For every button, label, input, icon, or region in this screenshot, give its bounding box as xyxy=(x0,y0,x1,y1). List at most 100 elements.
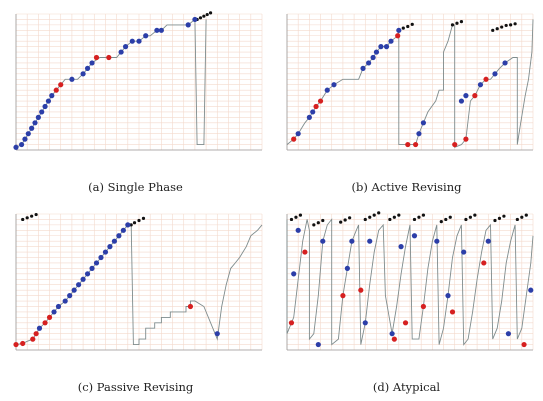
marker-blue xyxy=(502,60,508,66)
marker-blue xyxy=(360,65,366,71)
marker-blue xyxy=(111,238,117,244)
marker-blue xyxy=(306,114,312,120)
marker-black xyxy=(406,24,410,29)
marker-red xyxy=(106,54,112,61)
marker-black xyxy=(137,218,141,223)
marker-black xyxy=(348,216,352,220)
marker-red xyxy=(302,249,308,255)
marker-black xyxy=(343,218,347,222)
marker-red xyxy=(449,309,456,315)
marker-blue xyxy=(89,60,95,66)
marker-blue xyxy=(214,331,220,337)
marker-blue xyxy=(528,287,534,293)
marker-blue xyxy=(477,82,484,88)
marker-blue xyxy=(492,71,498,77)
panel-atypical: (d) Atypical xyxy=(271,200,542,400)
marker-red xyxy=(358,287,364,293)
marker-black xyxy=(421,213,426,217)
marker-blue xyxy=(310,109,316,115)
marker-blue xyxy=(32,120,38,126)
chart-active-revising xyxy=(286,13,534,151)
marker-black xyxy=(363,217,367,222)
marker-black xyxy=(129,223,133,227)
marker-blue xyxy=(291,271,297,277)
marker-black xyxy=(141,216,146,220)
series-line xyxy=(286,19,534,148)
marker-blue xyxy=(136,38,142,44)
marker-black xyxy=(339,220,343,224)
marker-black xyxy=(298,213,303,217)
marker-red xyxy=(288,320,295,326)
marker-black xyxy=(377,211,381,215)
marker-blue xyxy=(18,141,25,148)
marker-red xyxy=(391,336,397,342)
marker-blue xyxy=(125,222,131,228)
chart-single-phase xyxy=(13,11,263,151)
marker-black xyxy=(468,215,472,219)
marker-black xyxy=(34,212,38,217)
marker-blue xyxy=(458,98,465,104)
marker-red xyxy=(405,141,411,148)
marker-blue xyxy=(362,320,368,326)
marker-black xyxy=(520,215,524,219)
marker-blue xyxy=(154,27,160,33)
marker-blue xyxy=(45,98,52,104)
marker-black xyxy=(25,216,29,220)
marker-red xyxy=(291,136,297,142)
marker-red xyxy=(483,76,489,82)
marker-blue xyxy=(122,44,129,50)
marker-black xyxy=(513,22,517,26)
marker-red xyxy=(395,33,401,39)
marker-blue xyxy=(324,87,330,93)
marker-blue xyxy=(55,303,62,310)
marker-black xyxy=(448,215,452,219)
marker-blue xyxy=(192,16,198,23)
marker-black xyxy=(21,217,25,222)
marker-black xyxy=(372,213,376,217)
marker-black xyxy=(397,213,401,217)
marker-red xyxy=(13,341,19,348)
marker-red xyxy=(412,141,419,148)
marker-black xyxy=(368,215,372,219)
marker-black xyxy=(294,215,298,219)
marker-black xyxy=(30,214,34,218)
marker-black xyxy=(388,217,392,222)
marker-red xyxy=(420,303,427,310)
marker-blue xyxy=(80,276,86,282)
marker-red xyxy=(187,303,194,310)
marker-blue xyxy=(383,44,390,50)
marker-blue xyxy=(461,249,467,255)
marker-blue xyxy=(80,71,86,77)
grid xyxy=(286,13,534,151)
marker-black xyxy=(515,217,519,222)
grid xyxy=(15,213,263,351)
marker-blue xyxy=(102,249,109,255)
marker-black xyxy=(410,22,414,26)
marker-blue xyxy=(129,38,135,44)
marker-blue xyxy=(29,125,35,131)
marker-blue xyxy=(295,131,301,137)
marker-red xyxy=(317,98,324,104)
marker-blue xyxy=(42,103,48,110)
marker-blue xyxy=(388,38,394,44)
marker-black xyxy=(491,28,495,32)
marker-blue xyxy=(25,131,31,137)
chart-passive-revising xyxy=(13,212,263,351)
caption-active-revising: (b) Active Revising xyxy=(351,180,462,194)
marker-black xyxy=(504,23,508,28)
marker-red xyxy=(402,320,409,326)
marker-blue xyxy=(396,27,402,33)
marker-red xyxy=(93,54,100,61)
chart-atypical xyxy=(286,211,534,351)
marker-black xyxy=(459,20,464,24)
marker-blue xyxy=(67,293,73,299)
marker-black xyxy=(524,213,528,217)
marker-red xyxy=(20,340,26,347)
marker-black xyxy=(439,220,443,224)
marker-blue xyxy=(13,144,19,150)
marker-black xyxy=(417,215,421,219)
marker-red xyxy=(53,87,59,93)
panel-passive-revising: (c) Passive Revising xyxy=(0,200,271,400)
marker-blue xyxy=(416,131,422,137)
marker-black xyxy=(473,213,477,217)
